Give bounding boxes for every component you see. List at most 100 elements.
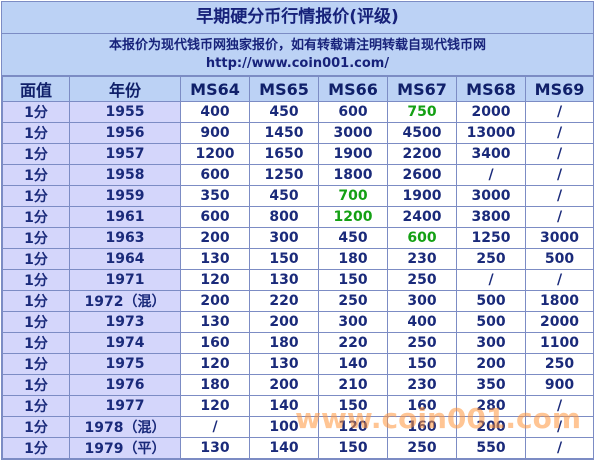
year-cell: 1961: [69, 206, 181, 228]
price-cell: 220: [318, 332, 388, 354]
year-cell: 1977: [69, 395, 181, 417]
price-cell: 250: [387, 437, 457, 459]
price-cell: 750: [387, 101, 457, 123]
table-row: 1分 1978（混）/100 120 160 200/: [2, 416, 594, 438]
price-cell: 2200: [387, 143, 457, 165]
price-cell: 1200: [318, 206, 388, 228]
table-row: 1分 1975 120 130 140 150 200 250: [2, 353, 594, 375]
column-header: MS69: [525, 76, 594, 102]
year-cell: 1964: [69, 248, 181, 270]
denomination-cell: 1分: [2, 248, 70, 270]
price-cell: 2600: [387, 164, 457, 186]
site-url-link[interactable]: http://www.coin001.com/: [205, 56, 390, 71]
price-cell: 3400: [456, 143, 526, 165]
price-cell: 450: [249, 101, 319, 123]
price-cell: 500: [456, 290, 526, 312]
price-cell: 800: [249, 206, 319, 228]
year-cell: 1958: [69, 164, 181, 186]
denomination-cell: 1分: [2, 311, 70, 333]
price-cell: 250: [387, 332, 457, 354]
price-cell: /: [456, 269, 526, 291]
price-cell: 1650: [249, 143, 319, 165]
column-header: MS68: [456, 76, 526, 102]
price-cell: /: [525, 269, 594, 291]
price-cell: /: [456, 164, 526, 186]
price-cell: 1800: [318, 164, 388, 186]
price-cell: 500: [456, 311, 526, 333]
price-cell: 1800: [525, 290, 594, 312]
denomination-cell: 1分: [2, 416, 70, 438]
price-cell: 1900: [387, 185, 457, 207]
price-cell: 230: [387, 248, 457, 270]
price-cell: 13000: [456, 122, 526, 144]
price-cell: 220: [249, 290, 319, 312]
price-cell: /: [525, 164, 594, 186]
price-cell: 180: [180, 374, 250, 396]
price-cell: 3800: [456, 206, 526, 228]
price-cell: 250: [387, 269, 457, 291]
price-cell: 4500: [387, 122, 457, 144]
table-header-row: 面值 年份 MS64 MS65 MS66 MS67 MS68 MS69: [2, 76, 594, 102]
price-cell: 2000: [525, 311, 594, 333]
year-cell: 1976: [69, 374, 181, 396]
price-cell: 450: [249, 185, 319, 207]
table-row: 1分 1973 130 200 300 400 500 2000: [2, 311, 594, 333]
price-cell: 150: [318, 269, 388, 291]
table-row: 1分 1958 600 1250 1800 2600//: [2, 164, 594, 186]
price-cell: 160: [180, 332, 250, 354]
denomination-cell: 1分: [2, 143, 70, 165]
denomination-cell: 1分: [2, 437, 70, 459]
price-cell: 900: [525, 374, 594, 396]
column-header: 年份: [69, 76, 181, 102]
year-cell: 1978（混）: [69, 416, 181, 438]
denomination-cell: 1分: [2, 395, 70, 417]
table-row: 1分 1956 900 1450 3000 4500 13000/: [2, 122, 594, 144]
price-cell: 130: [249, 269, 319, 291]
table-row: 1分 1961 600 800 1200 2400 3800/: [2, 206, 594, 228]
price-cell: 300: [249, 227, 319, 249]
table-row: 1分 1963 200 300 450 600 1250 3000: [2, 227, 594, 249]
price-cell: 150: [387, 353, 457, 375]
price-cell: 150: [318, 437, 388, 459]
price-cell: 600: [387, 227, 457, 249]
price-cell: 900: [180, 122, 250, 144]
price-cell: 600: [180, 164, 250, 186]
denomination-cell: 1分: [2, 227, 70, 249]
column-header: 面值: [2, 76, 70, 102]
price-cell: 250: [456, 248, 526, 270]
price-cell: 3000: [525, 227, 594, 249]
price-cell: 600: [318, 101, 388, 123]
price-cell: 1250: [249, 164, 319, 186]
year-cell: 1963: [69, 227, 181, 249]
price-cell: 300: [318, 311, 388, 333]
price-cell: 500: [525, 248, 594, 270]
price-table: 面值 年份 MS64 MS65 MS66 MS67 MS68 MS69 1分 1955 400 45…: [2, 76, 594, 459]
column-header: MS64: [180, 76, 250, 102]
price-cell: /: [525, 122, 594, 144]
price-cell: 400: [387, 311, 457, 333]
price-cell: 210: [318, 374, 388, 396]
price-cell: 1250: [456, 227, 526, 249]
table-row: 1分 1955 400 450 600 750 2000/: [2, 101, 594, 123]
price-cell: /: [525, 206, 594, 228]
denomination-cell: 1分: [2, 164, 70, 186]
denomination-cell: 1分: [2, 353, 70, 375]
denomination-cell: 1分: [2, 374, 70, 396]
price-cell: 300: [456, 332, 526, 354]
price-cell: 350: [180, 185, 250, 207]
table-row: 1分 1979（平） 130 140 150 250 550/: [2, 437, 594, 459]
price-cell: 230: [387, 374, 457, 396]
price-cell: 700: [318, 185, 388, 207]
table-row: 1分 1971 120 130 150 250//: [2, 269, 594, 291]
price-cell: 120: [180, 395, 250, 417]
year-cell: 1971: [69, 269, 181, 291]
column-header: MS65: [249, 76, 319, 102]
price-cell: 150: [249, 248, 319, 270]
price-cell: /: [525, 143, 594, 165]
year-cell: 1979（平）: [69, 437, 181, 459]
table-row: 1分 1976 180 200 210 230 350 900: [2, 374, 594, 396]
price-cell: 400: [180, 101, 250, 123]
price-cell: 200: [180, 227, 250, 249]
price-cell: 250: [318, 290, 388, 312]
